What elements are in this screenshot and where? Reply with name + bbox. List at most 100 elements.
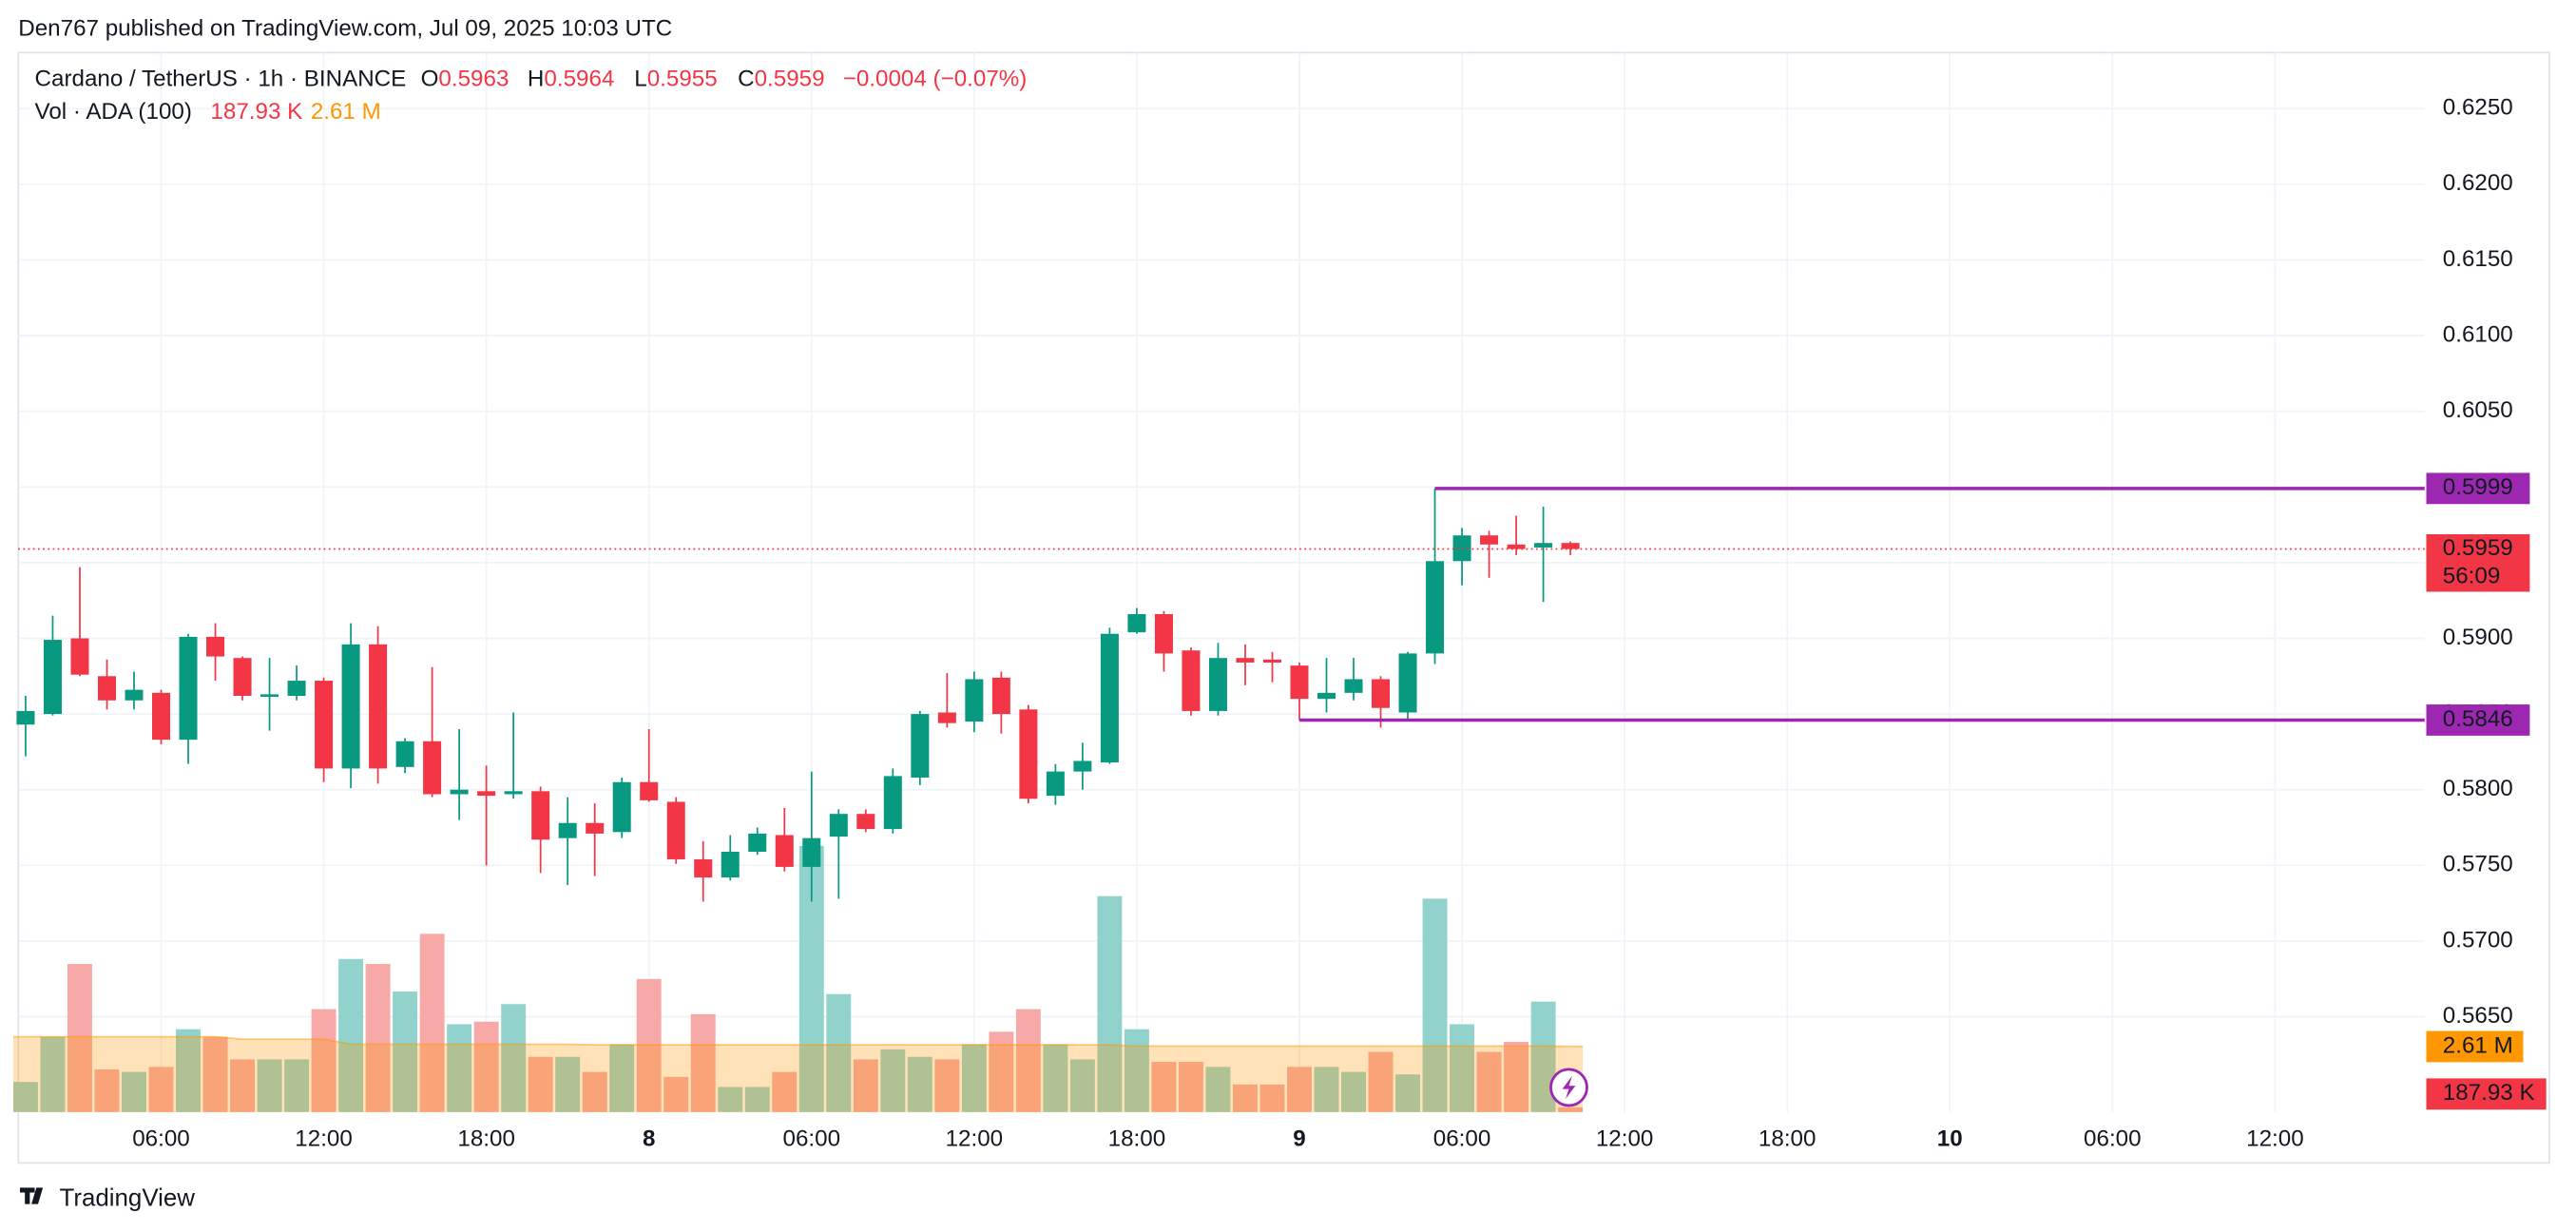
volume-bar [1259,1084,1285,1112]
candle-body [1262,659,1281,663]
candle-body [1561,543,1580,549]
volume-bar [663,1076,689,1112]
volume-bar [202,1036,228,1112]
candle-body [991,677,1010,715]
volume-label: 2.61 M [2443,1032,2513,1058]
axes: 0.56500.57000.57500.58000.58500.59000.59… [132,95,2547,1152]
candle-body [477,791,496,797]
symbol: Cardano / TetherUS · 1h · BINANCE [35,67,407,92]
candle-body [1372,679,1391,708]
y-tick-label: 0.6050 [2443,397,2513,423]
x-tick-label: 06:00 [2084,1126,2142,1152]
logo [19,1187,44,1204]
volume-label-box [2426,1030,2524,1063]
volume-bar [67,964,92,1112]
candle-body [586,822,605,834]
candle-body [179,636,198,741]
y-tick-label: 0.5900 [2443,625,2513,650]
volume-bar [907,1056,932,1112]
volume-bar [1558,1107,1584,1112]
candle-body [450,789,469,795]
volume-bar [582,1071,607,1112]
candle-body [1100,633,1119,763]
candle-body [125,689,144,701]
x-tick-label: 10 [1937,1126,1963,1152]
volume-bar [718,1087,743,1112]
volume-name: Vol · ADA (100) [35,100,192,125]
x-tick-label: 06:00 [132,1126,190,1152]
candle-body [1426,561,1445,654]
x-tick-label: 9 [1293,1126,1305,1152]
x-tick-label: 18:00 [1108,1126,1166,1152]
volume-ma-area [12,1036,1584,1112]
candle-body [856,814,875,830]
volume-bar [1287,1067,1312,1112]
y-tick-label: 0.6250 [2443,95,2513,121]
volume-bar [934,1059,960,1112]
volume-label-box [2426,1078,2547,1110]
candle-body [287,681,306,696]
candle-body [666,801,685,859]
candle-body [1154,614,1173,654]
volume-bar [744,1087,770,1112]
volume-bar [365,964,391,1112]
volume-bar [1476,1051,1502,1112]
volume-bar [284,1059,310,1112]
candle-body [206,636,225,657]
volume-bar [1151,1062,1177,1112]
volume-bar [609,1044,635,1112]
volume-bar [1205,1067,1231,1112]
volume-bar [176,1029,201,1112]
volume-bar [853,1059,878,1112]
candle-body [233,658,252,696]
candle-body [70,638,89,675]
candle-body [1127,614,1146,633]
candle-body [315,681,334,769]
volume-bar [772,1071,798,1112]
candle-body [829,814,848,837]
candle-body [1073,760,1092,772]
candle-body [1452,535,1471,562]
candle-body [1317,692,1336,700]
candle-body [721,851,740,878]
y-tick-label: 0.6150 [2443,246,2513,272]
volume-bar [880,1049,906,1112]
candle-body [612,781,631,833]
candle-body [152,692,171,741]
candle-body [1398,653,1417,713]
x-tick-label: 12:00 [2246,1126,2304,1152]
candle-body [883,776,902,830]
candle-body [369,644,388,769]
candle-body [97,676,116,701]
x-tick-label: 06:00 [783,1126,841,1152]
level-label: 0.5999 [2443,474,2513,500]
y-tick-label: 0.5800 [2443,776,2513,801]
volume-bar [148,1067,174,1112]
candle-body [43,640,62,715]
volume-bar [1504,1041,1529,1112]
candle-body [1290,665,1309,700]
level-label-box [2426,472,2530,505]
volume-bar [94,1068,120,1112]
volume-legend: Vol · ADA (100) 187.93 K 2.61 M [35,100,381,125]
last-price-label: 0.5959 [2443,535,2513,561]
volume-bar [40,1036,66,1112]
candle-body [748,833,767,852]
candle-body [937,712,956,723]
volume-bar [419,934,445,1112]
candle-body [558,822,577,838]
volume-label: 187.93 K [2443,1080,2535,1106]
volume-bar [473,1021,499,1112]
volume-bar [12,1082,38,1112]
candle-body [1507,544,1526,549]
close-key: C [738,67,754,92]
level-label-box [2426,704,2530,736]
candle-body [640,781,659,800]
candle-body [965,679,984,722]
volume-bar [447,1024,472,1112]
y-tick-label: 0.5650 [2443,1003,2513,1029]
pane-frame [17,51,2550,1165]
x-tick-label: 12:00 [295,1126,353,1152]
high-value: 0.5964 [544,67,614,92]
